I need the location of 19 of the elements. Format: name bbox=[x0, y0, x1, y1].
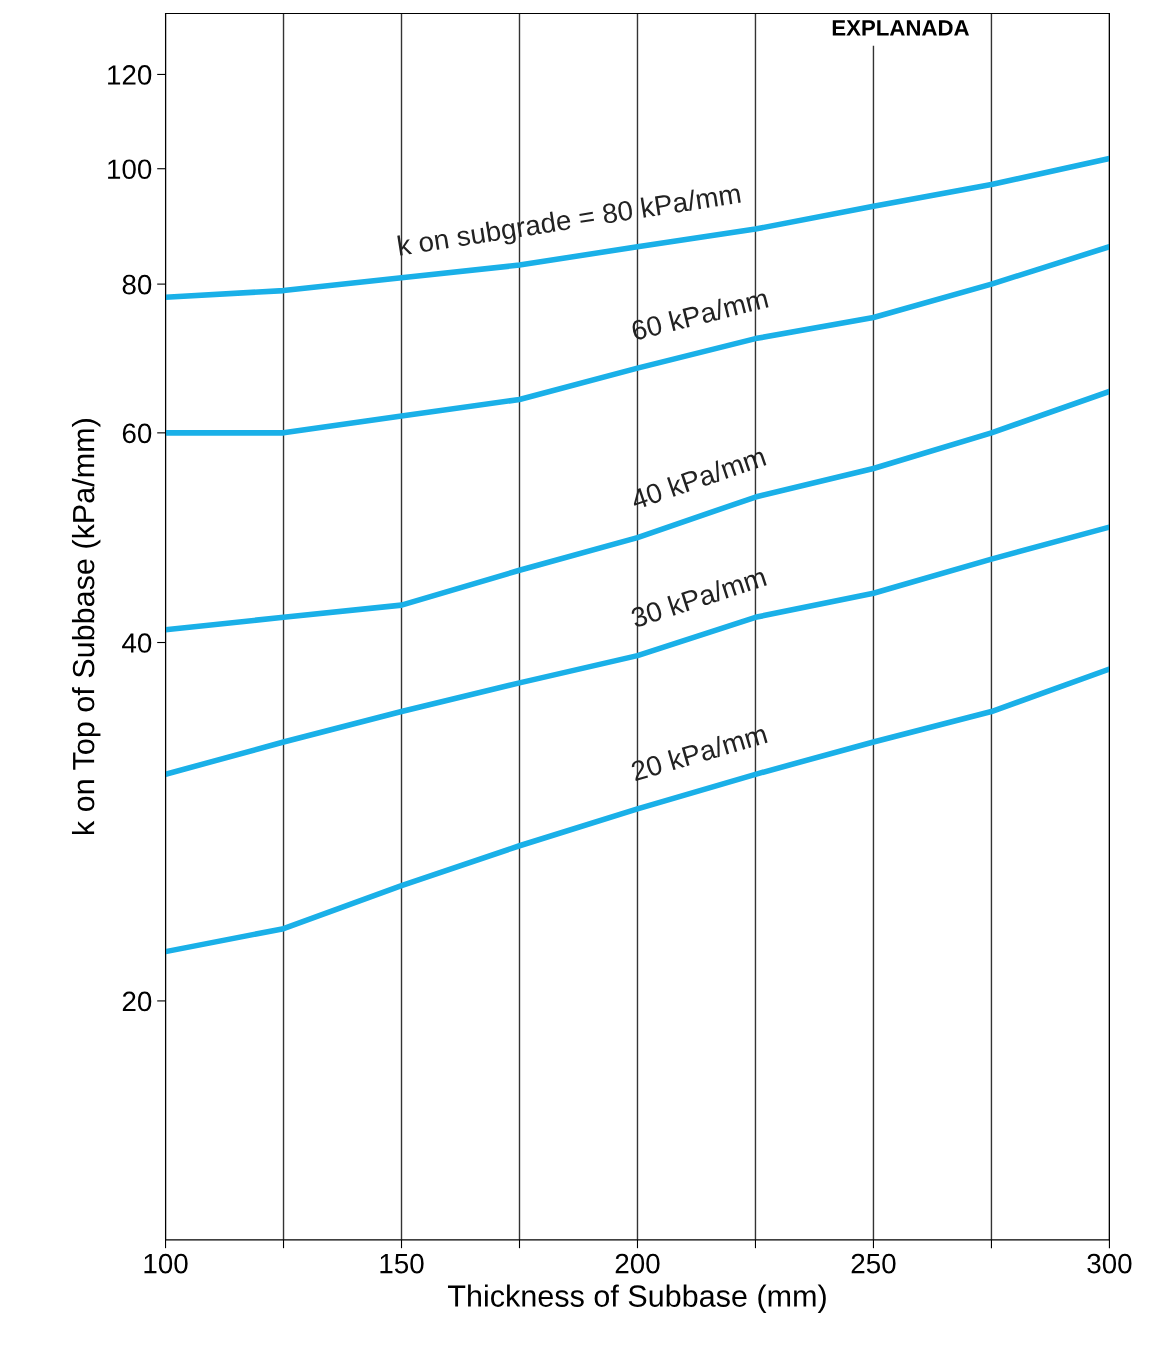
x-tick-label: 200 bbox=[615, 1253, 660, 1274]
text: 20 kPa/mm bbox=[630, 723, 768, 782]
x-tick-label: 150 bbox=[380, 1253, 424, 1274]
y-tick-label: 80 bbox=[122, 274, 152, 295]
annotation: EXPLANADA bbox=[832, 20, 970, 36]
y-tick-label: 120 bbox=[108, 65, 152, 85]
x-tick-label: 300 bbox=[1087, 1253, 1132, 1274]
text: 40 kPa/mm bbox=[629, 445, 767, 511]
x-tick-label: 100 bbox=[144, 1253, 188, 1274]
y-tick-label: 40 bbox=[122, 633, 152, 653]
y-tick-label: 100 bbox=[108, 159, 152, 180]
x-tick-label: 250 bbox=[851, 1253, 896, 1274]
x-axis-title: Thickness of Subbase (mm) bbox=[447, 1284, 826, 1313]
text: k on subgrade = 80 kPa/mm bbox=[397, 182, 742, 262]
y-tick-label: 20 bbox=[122, 991, 152, 1012]
y-axis-title: k on Top of Subbase (kPa/mm) bbox=[71, 419, 101, 835]
text: 60 kPa/mm bbox=[630, 287, 769, 341]
text: 30 kPa/mm bbox=[629, 566, 767, 629]
y-tick-label: 60 bbox=[122, 423, 152, 444]
